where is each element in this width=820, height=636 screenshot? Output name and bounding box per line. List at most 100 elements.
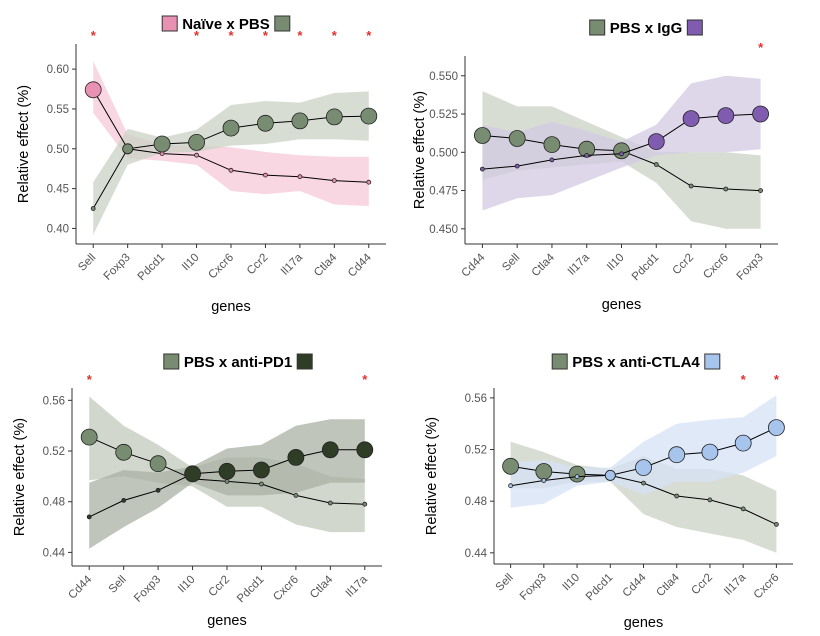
y-tick-label: 0.48 xyxy=(43,497,65,509)
data-point-s2 xyxy=(122,143,134,155)
x-tick-label: Pdcd1 xyxy=(235,574,267,606)
data-point-s1 xyxy=(473,127,491,144)
data-point-s1 xyxy=(723,186,729,192)
data-point-s1 xyxy=(327,500,333,506)
x-tick-label: Cxcr6 xyxy=(206,252,236,282)
x-tick-label: Ctla4 xyxy=(312,251,340,279)
x-tick-label: Sell xyxy=(76,252,98,274)
legend-swatch-s2 xyxy=(296,353,313,370)
data-point-s2 xyxy=(256,114,274,132)
data-point-s2 xyxy=(574,474,580,480)
x-tick-label: Sell xyxy=(500,252,522,274)
significance-star: * xyxy=(297,28,303,43)
data-point-s2 xyxy=(647,133,665,151)
x-tick-label: Il17a xyxy=(722,571,749,598)
x-tick-label: Ccr2 xyxy=(206,574,232,600)
data-point-s2 xyxy=(360,107,378,125)
y-tick-label: 0.50 xyxy=(47,144,69,156)
x-tick-label: Il17a xyxy=(279,251,306,278)
data-point-s1 xyxy=(613,142,630,160)
legend-swatch-s1 xyxy=(161,15,178,32)
data-point-s2 xyxy=(184,465,202,483)
confidence-band-s1 xyxy=(93,61,369,207)
data-point-s2 xyxy=(356,441,374,459)
data-point-s1 xyxy=(641,480,646,486)
data-point-s2 xyxy=(717,107,735,124)
legend-swatch-s2 xyxy=(274,15,291,32)
significance-star: * xyxy=(362,372,368,387)
data-point-s2 xyxy=(734,434,752,452)
significance-star: * xyxy=(332,28,338,43)
y-tick-label: 0.56 xyxy=(465,393,487,405)
data-point-s1 xyxy=(653,162,659,167)
data-point-s2 xyxy=(604,469,616,481)
x-tick-label: Pdcd1 xyxy=(584,572,616,604)
chart-title: PBS x anti-CTLA4 xyxy=(572,354,700,371)
data-point-s2 xyxy=(668,446,686,464)
x-tick-label: Cd44 xyxy=(460,251,488,279)
data-point-s1 xyxy=(366,179,372,185)
y-tick-label: 0.60 xyxy=(47,64,69,76)
significance-star: * xyxy=(774,372,780,387)
y-tick-label: 0.52 xyxy=(465,445,487,457)
x-tick-label: Foxp3 xyxy=(132,574,163,605)
legend-swatch-s2 xyxy=(704,353,721,370)
data-point-s2 xyxy=(321,441,339,459)
x-tick-label: Il10 xyxy=(605,252,627,274)
chart-title: PBS x IgG xyxy=(610,20,683,37)
data-point-s1 xyxy=(224,478,230,484)
data-point-s2 xyxy=(584,152,590,158)
x-tick-label: Cd44 xyxy=(621,571,649,599)
data-point-s2 xyxy=(682,110,700,127)
data-point-s1 xyxy=(297,174,303,180)
x-tick-label: Foxp3 xyxy=(518,572,549,603)
x-tick-label: Cxcr6 xyxy=(271,574,301,604)
x-tick-label: Ctla4 xyxy=(530,251,558,279)
data-point-s1 xyxy=(262,172,268,178)
legend-swatch-s1 xyxy=(163,353,180,370)
data-point-s2 xyxy=(252,461,270,479)
data-point-s2 xyxy=(514,163,520,169)
data-point-s2 xyxy=(479,166,485,172)
data-point-s2 xyxy=(325,108,343,126)
x-axis-label: genes xyxy=(602,297,642,313)
x-tick-label: Sell xyxy=(107,574,129,596)
data-point-s2 xyxy=(188,133,206,151)
data-point-s1 xyxy=(774,522,779,527)
y-tick-label: 0.500 xyxy=(429,147,458,159)
data-point-s1 xyxy=(707,497,713,503)
data-point-s1 xyxy=(688,183,694,189)
data-point-s2 xyxy=(155,487,161,493)
x-tick-label: Il17a xyxy=(344,573,371,600)
legend-swatch-s1 xyxy=(589,19,606,36)
data-point-s2 xyxy=(752,105,769,123)
data-point-s2 xyxy=(90,206,96,211)
data-point-s2 xyxy=(121,497,127,503)
x-tick-label: Pdcd1 xyxy=(630,252,662,284)
data-point-s2 xyxy=(153,135,171,153)
legend-swatch-s2 xyxy=(686,19,703,36)
data-point-s1 xyxy=(543,136,561,154)
y-axis-label: Relative effect (%) xyxy=(12,418,28,536)
x-tick-label: Ccr2 xyxy=(671,252,697,278)
data-point-s1 xyxy=(115,443,133,461)
y-tick-label: 0.40 xyxy=(47,223,69,235)
significance-star: * xyxy=(194,28,200,43)
x-tick-label: Ccr2 xyxy=(689,572,715,598)
data-point-s2 xyxy=(508,483,514,489)
data-point-s1 xyxy=(84,81,102,99)
y-tick-label: 0.56 xyxy=(43,395,65,407)
x-tick-label: Foxp3 xyxy=(735,252,766,283)
x-tick-label: Ccr2 xyxy=(245,252,271,278)
y-tick-label: 0.52 xyxy=(43,446,65,458)
data-point-s2 xyxy=(218,462,236,480)
data-point-s1 xyxy=(258,481,264,487)
x-axis-label: genes xyxy=(624,615,664,631)
data-point-s2 xyxy=(222,119,240,137)
y-tick-label: 0.475 xyxy=(429,186,458,198)
y-tick-label: 0.48 xyxy=(465,496,487,508)
panel-1: 0.40 0.45 0.50 0.55 0.60 Sell Foxp3 Pdcd1 Il10 Cx… xyxy=(16,15,386,315)
data-point-s1 xyxy=(194,152,200,158)
data-point-s1 xyxy=(362,501,368,507)
